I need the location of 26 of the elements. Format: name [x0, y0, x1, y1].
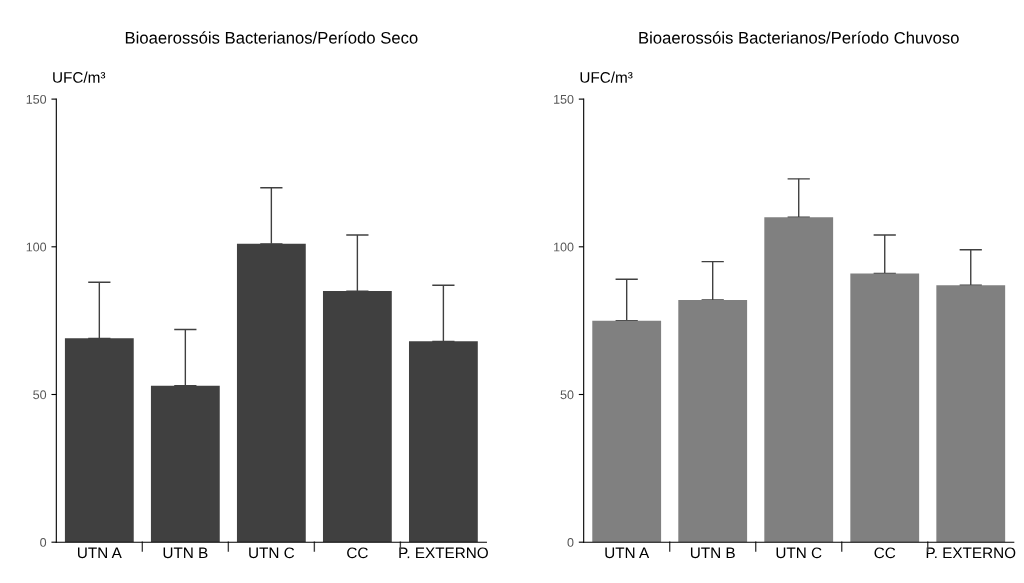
- chart-title: Bioaerossóis Bacterianos/Período Chuvoso: [639, 31, 959, 44]
- bar: [936, 285, 1006, 543]
- y-axis-title: UFC/m³: [580, 71, 633, 83]
- x-tick-label: UTN A: [605, 547, 650, 559]
- x-tick-label: CC: [874, 547, 896, 559]
- chart-title: Bioaerossóis Bacterianos/Período Seco: [125, 31, 418, 44]
- y-axis-title: UFC/m³: [53, 71, 106, 83]
- y-tick-label: 150: [554, 94, 574, 104]
- bar: [764, 217, 834, 543]
- x-tick-label: UTN C: [776, 547, 822, 559]
- bar: [592, 320, 662, 543]
- y-tick-label: 150: [26, 94, 47, 104]
- y-tick-label: 0: [567, 537, 574, 547]
- y-tick-label: 100: [554, 242, 574, 252]
- x-tick-label: UTN B: [163, 547, 208, 559]
- bar: [850, 273, 920, 543]
- y-tick-label: 0: [40, 537, 47, 547]
- y-tick-label: 50: [33, 390, 47, 400]
- x-tick-label: UTN A: [78, 547, 122, 559]
- x-tick-label: UTN C: [249, 547, 295, 559]
- x-tick-label: P. EXTERNO: [926, 547, 1016, 559]
- y-tick-label: 50: [560, 390, 574, 400]
- y-tick-label: 100: [26, 242, 47, 252]
- x-tick-label: CC: [347, 547, 368, 559]
- bar: [678, 299, 748, 543]
- x-tick-label: UTN B: [690, 547, 735, 559]
